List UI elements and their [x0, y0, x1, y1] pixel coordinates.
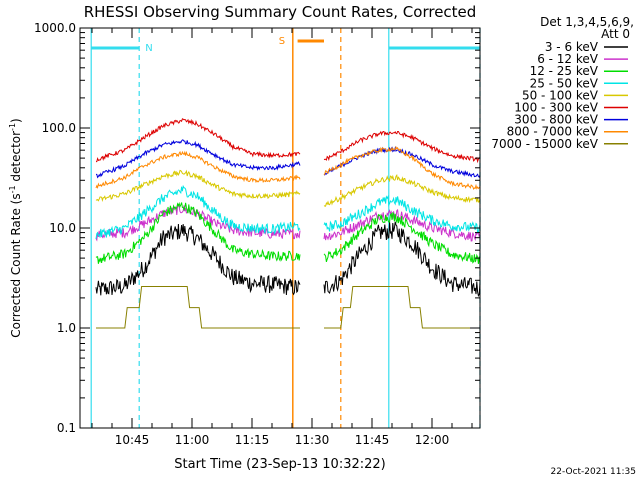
x-tick-labels: 10:45 11:00 11:15 11:30 11:45 12:00	[91, 28, 473, 447]
legend-entry-label: 6 - 12 keV	[537, 52, 599, 66]
x-tick-label: 11:15	[235, 433, 270, 447]
series-line	[95, 203, 301, 242]
x-axis-label: Start Time (23-Sep-13 10:32:22)	[174, 457, 385, 472]
series-line	[323, 145, 481, 191]
x-tick-label: 11:00	[175, 433, 210, 447]
series-line	[96, 118, 301, 163]
saa-label: S	[279, 36, 285, 47]
series-line	[95, 169, 301, 202]
series-line	[96, 286, 300, 329]
legend-entry-label: 3 - 6 keV	[545, 40, 599, 54]
x-tick-label: 10:45	[115, 433, 150, 447]
series-line	[95, 223, 301, 296]
y-axis-label-main: Corrected Count Rate (s	[9, 193, 23, 337]
y-tick-label: 1000.0	[34, 21, 76, 35]
legend-entry-label: 300 - 800 keV	[514, 113, 598, 127]
legend-header-2: Att 0	[601, 27, 630, 41]
x-tick-label: 11:45	[355, 433, 390, 447]
series-line	[323, 208, 481, 242]
series-line	[323, 174, 481, 207]
legend-entry-label: 12 - 25 keV	[530, 64, 599, 78]
series-line	[323, 194, 481, 234]
series-line	[95, 201, 301, 264]
legend-header-1: Det 1,3,4,5,6,9,	[540, 15, 634, 29]
legend-entry-label: 7000 - 15000 keV	[491, 137, 598, 151]
y-axis-label-mid: detector	[9, 131, 23, 186]
chart-title: RHESSI Observing Summary Count Rates, Co…	[84, 3, 477, 21]
y-axis-label-sup1: -1	[8, 185, 17, 193]
series-line	[323, 211, 481, 265]
y-axis-label: Corrected Count Rate (s-1 detector-1)	[8, 118, 23, 337]
y-tick-label: 100.0	[42, 121, 76, 135]
legend-entry-label: 100 - 300 keV	[514, 101, 598, 115]
legend-entry-label: 50 - 100 keV	[522, 88, 599, 102]
x-tick-label: 12:00	[415, 433, 450, 447]
y-tick-label: 0.1	[57, 421, 76, 435]
series-line	[323, 130, 481, 164]
x-tick-label: 11:30	[295, 433, 330, 447]
y-axis-label-sup2: -1	[8, 123, 17, 131]
legend-entry-label: 800 - 7000 keV	[507, 125, 599, 139]
plot-area: NS	[79, 27, 481, 429]
footer-timestamp: 22-Oct-2021 11:35	[551, 467, 636, 477]
series-line	[95, 150, 301, 189]
series-line	[95, 184, 301, 239]
y-tick-label: 1.0	[57, 321, 76, 335]
series-line	[323, 221, 481, 297]
y-tick-labels: 0.1 1.0 10.0 100.0 1000.0	[34, 21, 480, 435]
y-axis-label-end: )	[9, 118, 23, 123]
series-line	[323, 146, 481, 178]
legend-entry-label: 25 - 50 keV	[530, 76, 599, 90]
night-label: N	[145, 43, 152, 54]
series-line	[324, 286, 480, 329]
y-tick-label: 10.0	[49, 221, 76, 235]
series-line	[96, 139, 301, 179]
